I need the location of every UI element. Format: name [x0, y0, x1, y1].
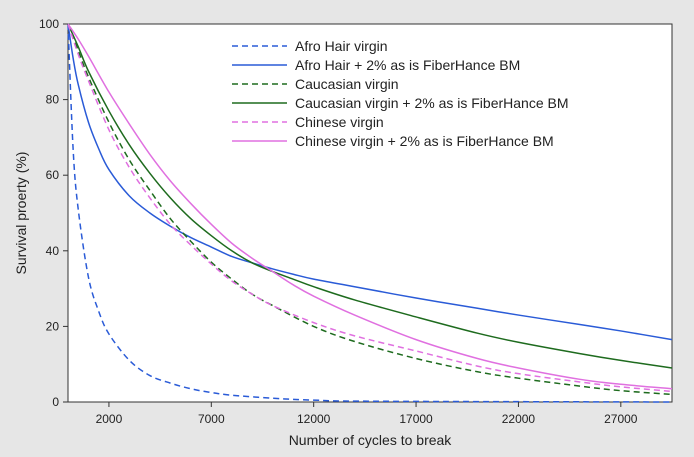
x-tick-label: 2000: [96, 412, 123, 426]
plot-area: [67, 23, 673, 403]
legend-label-2: Afro Hair + 2% as is FiberHance BM: [295, 57, 520, 73]
x-tick-label: 27000: [604, 412, 638, 426]
legend-label-5: Chinese virgin: [295, 114, 384, 130]
x-axis-label: Number of cycles to break: [289, 432, 453, 448]
legend: Afro Hair virgin Afro Hair + 2% as is Fib…: [232, 38, 569, 149]
series-layer: [67, 23, 673, 403]
series-line-3: [67, 23, 673, 396]
y-tick-label: 80: [46, 93, 60, 107]
series-line-6: [67, 23, 673, 390]
x-tick-label: 17000: [399, 412, 433, 426]
series-line-2: [67, 23, 673, 341]
y-tick-label: 40: [46, 244, 60, 258]
y-axis-label: Survival proerty (%): [13, 152, 29, 275]
y-tick-label: 20: [46, 319, 60, 333]
ticks-layer: 2000 7000 12000 17000 22000 27000 0 20 40 60 80 100: [39, 17, 638, 426]
x-tick-label: 12000: [297, 412, 331, 426]
x-tick-label: 7000: [198, 412, 225, 426]
series-line-4: [67, 23, 673, 369]
x-tick-label: 22000: [502, 412, 536, 426]
legend-label-4: Caucasian virgin + 2% as is FiberHance B…: [295, 95, 569, 111]
series-line-5: [67, 23, 673, 393]
legend-label-3: Caucasian virgin: [295, 76, 399, 92]
legend-label-1: Afro Hair virgin: [295, 38, 388, 54]
legend-label-6: Chinese virgin + 2% as is FiberHance BM: [295, 133, 554, 149]
y-tick-label: 100: [39, 17, 59, 31]
y-tick-label: 0: [52, 395, 59, 409]
y-tick-label: 60: [46, 168, 60, 182]
series-line-1: [67, 23, 673, 403]
